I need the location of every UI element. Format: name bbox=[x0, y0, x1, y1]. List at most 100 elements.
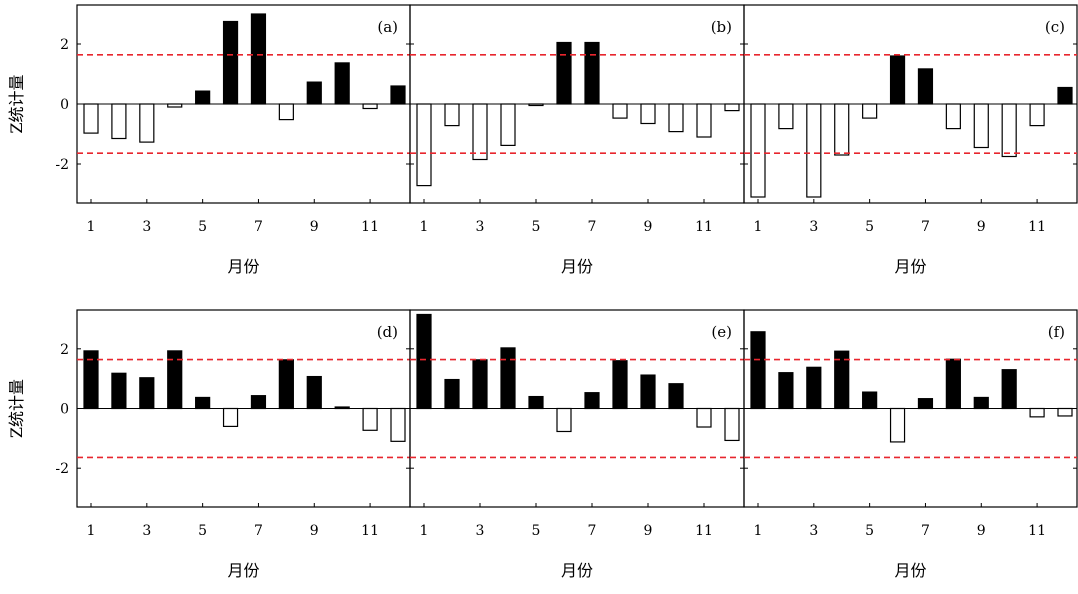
bar-month-1 bbox=[416, 103, 432, 187]
bar-month-6 bbox=[556, 41, 572, 105]
bar-month-11 bbox=[696, 407, 712, 428]
bar-month-12 bbox=[1057, 86, 1073, 105]
x-tick-label: 5 bbox=[865, 219, 874, 235]
y-axis-label: Z统计量 bbox=[7, 379, 26, 438]
bar-month-5 bbox=[528, 395, 544, 410]
bar-month-2 bbox=[111, 372, 127, 410]
bar-month-10 bbox=[1001, 369, 1017, 410]
x-tick-label: 9 bbox=[644, 523, 653, 539]
panel-b: 1 3 5 7 9 11 (b) 月份 bbox=[409, 4, 745, 276]
bar-month-3 bbox=[806, 366, 822, 410]
bar-month-11 bbox=[362, 407, 378, 431]
bar-month-10 bbox=[668, 103, 684, 133]
y-tick-label: 0 bbox=[60, 402, 69, 418]
x-tick-label: 3 bbox=[809, 219, 818, 235]
bar-month-5 bbox=[195, 90, 211, 105]
bar-month-9 bbox=[973, 103, 989, 149]
bar-month-1 bbox=[750, 331, 766, 410]
x-axis-label: 月份 bbox=[227, 257, 259, 276]
bar-month-6 bbox=[222, 407, 239, 428]
bar-month-7 bbox=[584, 41, 600, 105]
x-axis-label: 月份 bbox=[894, 257, 926, 276]
bar-month-2 bbox=[778, 372, 794, 410]
y-tick-label: 0 bbox=[60, 97, 69, 113]
bar-month-9 bbox=[640, 374, 656, 410]
bar-month-8 bbox=[278, 103, 294, 121]
bar-month-12 bbox=[390, 407, 406, 442]
x-tick-label: 11 bbox=[361, 219, 379, 235]
bar-month-9 bbox=[973, 396, 989, 410]
bar-month-5 bbox=[528, 103, 544, 107]
bar-month-12 bbox=[724, 407, 740, 442]
x-tick-label: 3 bbox=[142, 523, 151, 539]
x-tick-label: 3 bbox=[809, 523, 818, 539]
bar-month-6 bbox=[556, 407, 572, 433]
bar-month-10 bbox=[334, 62, 350, 105]
bar-month-2 bbox=[111, 103, 127, 140]
bar-month-5 bbox=[195, 396, 211, 410]
x-tick-label: 1 bbox=[420, 523, 429, 539]
bar-month-5 bbox=[862, 391, 878, 410]
bar-month-8 bbox=[945, 358, 961, 410]
bar-month-4 bbox=[167, 350, 183, 410]
panel-e: 1 3 5 7 9 11 (e) 月份 bbox=[409, 309, 745, 580]
bar-month-9 bbox=[306, 375, 322, 410]
bar-month-8 bbox=[612, 360, 628, 410]
bar-month-5 bbox=[862, 103, 878, 119]
x-tick-label: 7 bbox=[921, 219, 930, 235]
x-tick-label: 5 bbox=[198, 523, 207, 539]
y-tick-label: -2 bbox=[55, 157, 69, 173]
bar-month-4 bbox=[167, 103, 183, 108]
bar-month-9 bbox=[640, 103, 656, 125]
x-tick-label: 9 bbox=[310, 219, 319, 235]
x-tick-label: 9 bbox=[977, 523, 986, 539]
y-tick-label: 2 bbox=[60, 37, 69, 53]
bar-month-2 bbox=[444, 378, 460, 410]
x-tick-label: 5 bbox=[865, 523, 874, 539]
x-tick-label: 7 bbox=[588, 523, 597, 539]
x-axis-label: 月份 bbox=[894, 561, 926, 580]
panel-label: (e) bbox=[711, 323, 732, 341]
bar-month-9 bbox=[306, 81, 322, 105]
bar-month-8 bbox=[278, 359, 294, 410]
bar-month-7 bbox=[917, 398, 934, 410]
x-tick-label: 7 bbox=[588, 219, 597, 235]
bar-month-7 bbox=[250, 13, 267, 105]
x-tick-label: 11 bbox=[695, 523, 713, 539]
y-tick-label: -2 bbox=[55, 461, 69, 477]
bar-month-3 bbox=[472, 359, 488, 410]
bar-month-6 bbox=[222, 20, 239, 105]
bar-month-10 bbox=[1001, 103, 1017, 158]
x-tick-label: 3 bbox=[476, 523, 485, 539]
panel-f: 1 3 5 7 9 11 (f) 月份 bbox=[743, 309, 1078, 580]
x-tick-label: 1 bbox=[754, 523, 763, 539]
x-axis-label: 月份 bbox=[561, 561, 593, 580]
bar-month-8 bbox=[612, 103, 628, 119]
x-axis-label: 月份 bbox=[561, 257, 593, 276]
bar-month-10 bbox=[668, 383, 684, 410]
bar-month-1 bbox=[750, 103, 766, 198]
bar-month-1 bbox=[83, 103, 99, 134]
bar-month-11 bbox=[1029, 103, 1045, 127]
y-axis-label: Z统计量 bbox=[7, 74, 26, 133]
bar-month-8 bbox=[945, 103, 961, 130]
bar-month-4 bbox=[500, 347, 516, 410]
bar-month-11 bbox=[1029, 407, 1045, 418]
x-tick-label: 7 bbox=[921, 523, 930, 539]
x-tick-label: 7 bbox=[254, 523, 263, 539]
bar-month-7 bbox=[250, 395, 267, 410]
panel-label: (f) bbox=[1048, 323, 1065, 341]
bar-month-4 bbox=[500, 103, 516, 147]
bar-month-2 bbox=[778, 103, 794, 130]
x-tick-label: 9 bbox=[644, 219, 653, 235]
x-tick-label: 11 bbox=[695, 219, 713, 235]
panel-d: -2 0 2 1 3 5 7 9 11 (d) 月份 bbox=[55, 309, 411, 580]
x-tick-label: 1 bbox=[87, 523, 96, 539]
x-axis-label: 月份 bbox=[227, 561, 259, 580]
bar-month-4 bbox=[834, 350, 850, 410]
bar-month-3 bbox=[806, 103, 822, 198]
panel-c: 1 3 5 7 9 11 (c) 月份 bbox=[743, 4, 1078, 276]
x-tick-label: 9 bbox=[977, 219, 986, 235]
bar-month-6 bbox=[889, 407, 906, 443]
